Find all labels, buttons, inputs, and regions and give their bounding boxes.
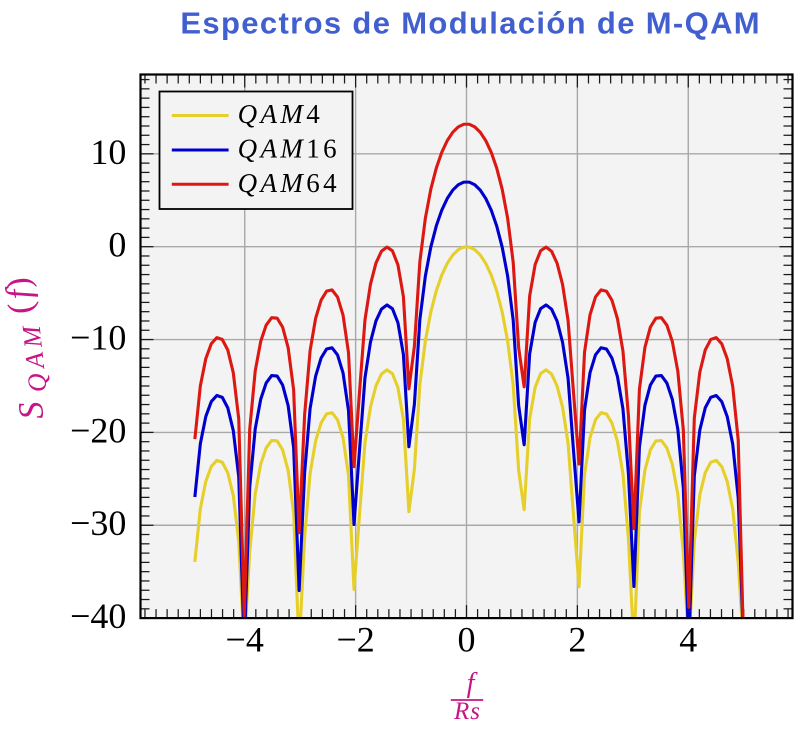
svg-text:QAM16: QAM16 [238, 134, 341, 164]
svg-text:f: f [467, 668, 478, 699]
svg-text:QAM64: QAM64 [238, 168, 341, 198]
svg-text:−40: −40 [70, 596, 126, 636]
svg-text:Espectros de Modulación de M-Q: Espectros de Modulación de M-QAM [180, 6, 761, 41]
svg-text:2: 2 [568, 619, 586, 659]
svg-text:10: 10 [90, 132, 126, 172]
svg-text:−2: −2 [336, 619, 374, 659]
svg-text:−20: −20 [70, 410, 126, 450]
svg-text:0: 0 [108, 225, 126, 265]
svg-text:Rs: Rs [453, 698, 481, 725]
svg-text:−30: −30 [70, 503, 126, 543]
svg-text:−4: −4 [226, 619, 264, 659]
svg-text:−10: −10 [70, 318, 126, 358]
svg-text:4: 4 [679, 619, 697, 659]
svg-text:0: 0 [458, 619, 476, 659]
svg-text:QAM4: QAM4 [238, 99, 324, 129]
